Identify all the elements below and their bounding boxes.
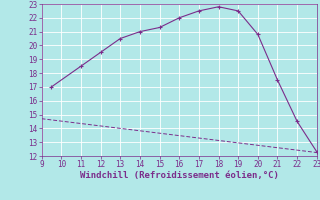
X-axis label: Windchill (Refroidissement éolien,°C): Windchill (Refroidissement éolien,°C) — [80, 171, 279, 180]
